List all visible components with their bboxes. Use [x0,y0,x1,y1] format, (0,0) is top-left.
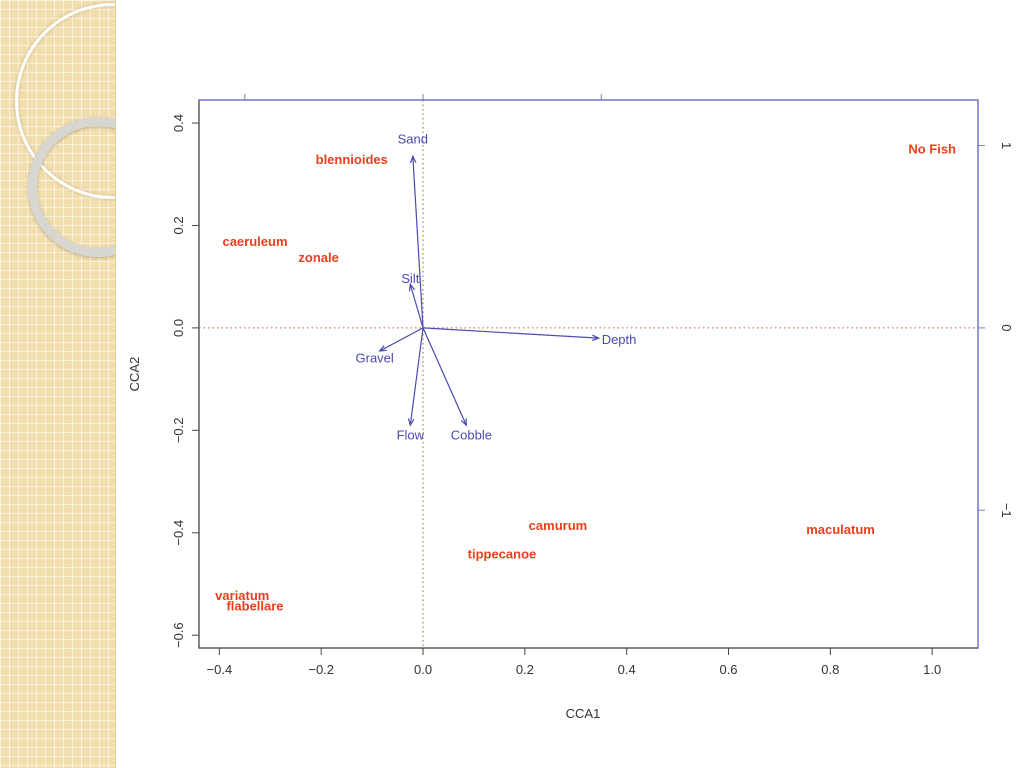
y-tick-label: −0.4 [171,520,186,546]
right-axis-tick-label: 1 [999,142,1014,149]
decorative-side-panel [0,0,116,768]
vector-label: Flow [397,427,425,442]
vector-arrow [409,327,424,426]
plot-frame [198,99,979,649]
vector-arrow [409,284,424,329]
x-tick-label: −0.2 [308,662,334,677]
vector-arrow [412,156,424,328]
species-label: No Fish [908,142,956,157]
vector-label: Sand [398,131,428,146]
species-label: blennioides [316,152,388,167]
vector-arrowhead [407,418,415,427]
x-tick-label: 0.0 [414,662,432,677]
species-label: zonale [298,250,338,265]
x-tick-label: 0.8 [821,662,839,677]
y-tick-label: −0.6 [171,622,186,648]
y-axis-label: CCA2 [127,357,142,392]
species-label: variatum [215,588,269,603]
species-label: maculatum [806,522,875,537]
vector-arrowhead [378,345,387,352]
x-tick-label: 0.6 [719,662,737,677]
x-tick-label: 1.0 [923,662,941,677]
y-tick-label: 0.0 [171,319,186,337]
species-label: caeruleum [222,234,287,249]
vector-label: Silt [401,271,419,286]
vector-label: Gravel [356,351,394,366]
right-axis-tick-label: 0 [999,324,1014,331]
species-label: flabellare [226,598,283,613]
y-tick-label: 0.4 [171,114,186,132]
x-tick-label: 0.4 [618,662,636,677]
right-axis-tick-label: −1 [999,503,1014,518]
vector-arrow [422,327,599,339]
vector-arrowhead [409,154,417,164]
vector-label: Cobble [451,427,492,442]
x-tick-label: 0.2 [516,662,534,677]
vector-arrowhead [408,282,416,292]
cca-biplot: −0.4 −0.2 0.0 0.2 0.4 0.6 0.8 1.0 0.4 0.2 0.0 −0.2 −… [127,94,1014,721]
vector-arrow [379,327,424,352]
vector-label: Depth [602,332,637,347]
y-tick-label: 0.2 [171,216,186,234]
species-label: tippecanoe [468,546,537,561]
x-axis-label: CCA1 [566,706,601,721]
vector-arrowhead [591,334,601,342]
y-tick-label: −0.2 [171,418,186,444]
vector-arrowhead [460,418,467,427]
x-tick-label: −0.4 [207,662,233,677]
species-label: camurum [529,518,588,533]
vector-arrow [422,327,467,426]
